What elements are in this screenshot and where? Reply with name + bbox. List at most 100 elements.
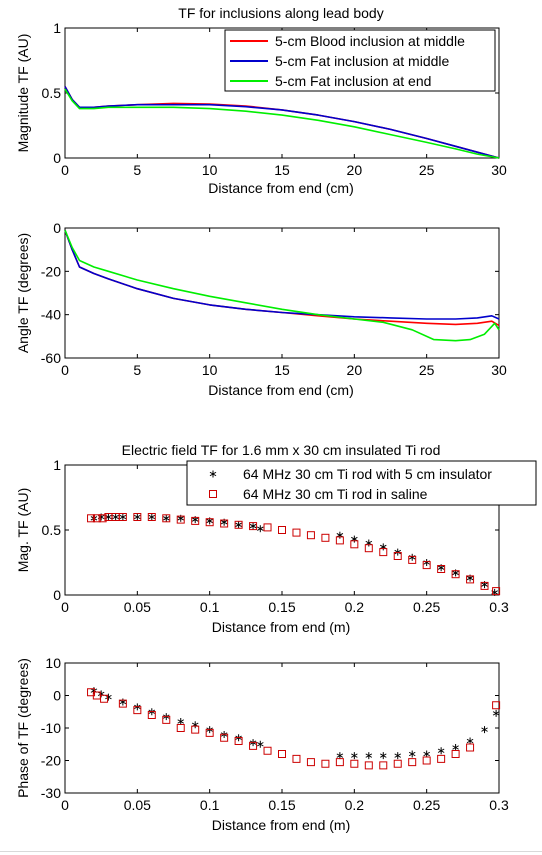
data-point-square [492,701,501,710]
data-point-square [350,540,359,549]
legend-marker-asterisk [209,470,217,478]
data-point-asterisk [336,752,344,760]
y-tick-label: -10 [41,720,61,736]
data-point-square [176,515,185,524]
data-point-square [408,758,417,767]
data-point-asterisk [351,752,358,760]
panel-4-xlabel: Distance from end (m) [212,817,350,833]
data-point-square [205,728,214,737]
data-point-square [466,575,475,584]
data-point-asterisk [235,521,242,529]
x-tick-label: 0.05 [124,599,151,615]
panel-magnitude-cm: TF for inclusions along lead body 0 5 10 15… [15,5,507,196]
panel-3-legend-entries: 64 MHz 30 cm Ti rod with 5 cm insulator 6… [209,466,492,502]
data-point-square [335,536,344,545]
data-point-square [118,699,127,708]
panel-magnitude-m: Electric field TF for 1.6 mm x 30 cm ins… [15,442,537,635]
x-tick-label: 0.15 [268,797,295,813]
data-point-square [263,746,272,755]
data-point-square [234,520,243,529]
series-line-2 [64,229,500,320]
bottom-rule [0,851,542,852]
y-tick-label: -20 [41,263,61,279]
data-point-square [364,544,373,553]
data-point-asterisk [466,737,474,745]
panel-3-legend: 64 MHz 30 cm Ti rod with 5 cm insulator 6… [186,460,537,506]
data-point-square [92,514,101,523]
data-point-asterisk [90,514,98,522]
data-point-square [176,724,185,732]
panel-2-ylabel: Angle TF (degrees) [15,233,31,353]
data-point-square [205,518,214,527]
data-point-asterisk [177,718,185,725]
data-point-asterisk [437,747,445,755]
data-point-square [364,761,373,770]
y-tick-label: 1 [53,457,61,473]
panel-3-legend-box [186,460,537,506]
data-point-asterisk [112,513,119,521]
data-point-square [162,715,171,724]
y-tick-label: 0 [53,688,61,704]
y-tick-label: 0.5 [42,522,62,538]
series-line-3 [64,229,500,342]
data-point-square [191,725,200,734]
data-point-asterisk [134,513,141,521]
data-point-asterisk [408,750,416,758]
x-tick-label: 0 [61,162,69,178]
data-point-square [133,513,142,521]
x-tick-label: 5 [133,162,141,178]
legend-label-2: 5-cm Fat inclusion at middle [275,53,450,69]
data-point-square [306,758,315,767]
data-point-square [249,741,258,750]
panel-angle-cm: 0 5 10 15 20 25 30 -60 -40 -20 0 Distance from end… [15,220,507,398]
data-point-square [162,514,171,523]
y-tick-label: 0 [53,220,61,236]
data-point-square [335,758,344,767]
x-tick-label: 0.1 [200,599,220,615]
data-point-asterisk [481,726,488,734]
panel-1-series [64,86,500,159]
panel-3-xlabel: Distance from end (m) [212,619,350,635]
data-point-square [278,526,286,534]
data-point-square [263,523,272,532]
data-point-asterisk [249,522,257,530]
data-point-asterisk [379,752,387,760]
data-point-square [350,759,359,768]
data-point-asterisk [423,750,430,758]
panel-1-ticks: 0 5 10 15 20 25 30 0 0.5 1 [42,20,507,178]
y-tick-label: 0.5 [42,85,62,101]
data-point-square [379,761,388,770]
panel-4-ylabel: Phase of TF (degrees) [15,658,31,798]
legend-label-2: 64 MHz 30 cm Ti rod in saline [243,486,428,502]
x-tick-label: 0 [61,599,69,615]
panel-phase-m: 0 0.05 0.1 0.15 0.2 0.25 0.3 -30 -20 -10 0 10 Dista… [15,655,509,833]
data-point-square [87,514,96,523]
data-point-square [451,570,460,579]
data-point-asterisk [379,543,387,551]
legend-label-1: 64 MHz 30 cm Ti rod with 5 cm insulator [243,466,492,482]
x-tick-label: 0.25 [413,797,440,813]
data-point-asterisk [365,539,373,547]
panel-3-series [87,513,501,596]
data-point-square [292,528,301,537]
panel-1-title: TF for inclusions along lead body [178,5,383,21]
legend-label-1: 5-cm Blood inclusion at middle [275,33,465,49]
x-tick-label: 20 [347,362,363,378]
data-point-asterisk [105,693,112,701]
data-point-square [393,759,402,768]
data-point-square [379,548,388,557]
data-point-asterisk [492,709,500,717]
x-tick-label: 0.2 [345,797,365,813]
panel-2-plot-area [64,227,500,359]
panel-1-legend-box [224,29,496,92]
x-tick-label: 0.25 [413,599,440,615]
data-point-asterisk [351,535,358,543]
data-point-square [147,513,156,521]
panel-3-ylabel: Mag. TF (AU) [15,488,31,573]
x-tick-label: 15 [274,362,290,378]
x-tick-label: 25 [419,362,435,378]
x-tick-label: 20 [347,162,363,178]
x-tick-label: 30 [491,162,507,178]
data-point-square [422,756,431,765]
panel-1-legend: 5-cm Blood inclusion at middle 5-cm Fat i… [224,29,496,92]
